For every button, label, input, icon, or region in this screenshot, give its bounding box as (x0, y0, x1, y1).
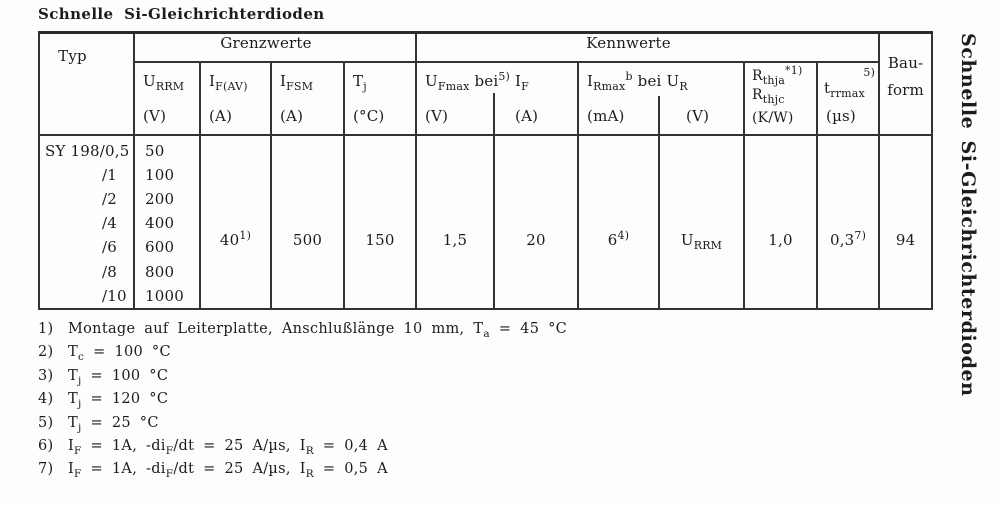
footnote-text: IF = 1A, -diF/dt = 25 A/µs, IR = 0,5 A (68, 461, 388, 481)
footnote-text: Tj = 100 °C (68, 367, 169, 387)
column-divider (658, 95, 661, 134)
urrm-value: 600 (145, 238, 175, 257)
col-header-trrmax: 5) trrmax (µs) (816, 60, 881, 136)
col-header-ufmax-bei-if: UFmax bei5) IF (V) (A) (415, 60, 580, 136)
footnote-text: IF = 1A, -diF/dt = 25 A/µs, IR = 0,4 A (68, 437, 388, 457)
footnote-text: Tj = 25 °C (68, 414, 159, 434)
urrm-value: 400 (145, 214, 175, 233)
page-title: Schnelle Si-Gleichrichterdioden (38, 5, 325, 23)
footnote: 6) IF = 1A, -diF/dt = 25 A/µs, IR = 0,4 A (38, 435, 798, 458)
rth-value: 1,0 (743, 133, 819, 310)
type-row: /6 (102, 238, 117, 257)
footnote-marker: 4) (38, 391, 54, 408)
footnote-marker: 1) (38, 321, 54, 337)
type-row: /1 (102, 165, 117, 184)
col-header-tj: Tj (°C) (342, 60, 418, 136)
footnotes: 1) Montage auf Leiterplatte, Anschlußläng… (38, 318, 798, 482)
footnote-text: Tj = 120 °C (68, 391, 169, 411)
footnote: 5) Tj = 25 °C (38, 412, 798, 435)
bauform-value: 94 (878, 133, 934, 310)
col-header-ifsm: IFSM (A) (270, 60, 345, 136)
footnote: 4) Tj = 120 °C (38, 388, 798, 411)
footnote: 2) Tc = 100 °C (38, 341, 798, 364)
footnote: 7) IF = 1A, -diF/dt = 25 A/µs, IR = 0,5 A (38, 458, 798, 481)
typ-column: SY 198/0,5 /1 /2 /4 /6 /8 /10 (38, 133, 135, 310)
ifav-value: 401) (199, 133, 272, 310)
group-header-grenzwerte: Grenzwerte (132, 31, 418, 63)
type-row: /4 (102, 214, 117, 233)
ufmax-value: 1,5 (415, 133, 496, 310)
col-header-rth: Rthja*1) Rthjc (K/W) (743, 60, 819, 136)
urrm-value: 1000 (145, 286, 184, 305)
col-header-ifav: IF(AV) (A) (199, 60, 272, 136)
footnote-text: Tc = 100 °C (68, 344, 171, 364)
urrm-value: 100 (145, 165, 175, 184)
spec-table: Typ Grenzwerte Kennwerte Bau- form URRM … (38, 31, 934, 310)
footnote-marker: 3) (38, 367, 54, 384)
column-divider (493, 92, 496, 134)
urrm-value: 50 (145, 141, 165, 160)
col-header-bauform: Bau- form (878, 31, 934, 136)
type-row: SY 198/0,5 (45, 141, 130, 160)
footnote-marker: 6) (38, 437, 54, 454)
irmax-value: 64) (577, 133, 661, 310)
trrmax-value: 0,37) (816, 133, 881, 310)
ifsm-value: 500 (270, 133, 345, 310)
if-value: 20 (493, 133, 580, 310)
urrm-value: 800 (145, 262, 175, 281)
urrm-value: 200 (145, 189, 175, 208)
col-header-urrm: URRM (V) (133, 60, 201, 136)
col-header-irmax-bei-ur: IRmaxb bei UR (mA) (V) (577, 60, 746, 136)
footnote-text: Montage auf Leiterplatte, Anschlußlänge … (68, 321, 568, 340)
group-header-kennwerte: Kennwerte (415, 31, 881, 63)
tj-value: 150 (342, 133, 418, 310)
col-header-typ: Typ (38, 31, 135, 136)
side-tab-label: Schnelle Si-Gleichrichterdioden (957, 33, 979, 397)
type-row: /8 (102, 262, 117, 281)
footnote: 1) Montage auf Leiterplatte, Anschlußläng… (38, 318, 798, 341)
urrm-column: 50 100 200 400 600 800 1000 (133, 133, 201, 310)
type-row: /2 (102, 189, 117, 208)
type-row: /10 (102, 286, 127, 305)
footnote: 3) Tj = 100 °C (38, 365, 798, 388)
footnote-marker: 2) (38, 344, 54, 361)
footnote-marker: 7) (38, 461, 54, 478)
footnote-marker: 5) (38, 414, 54, 431)
ur-value: URRM (658, 133, 746, 310)
